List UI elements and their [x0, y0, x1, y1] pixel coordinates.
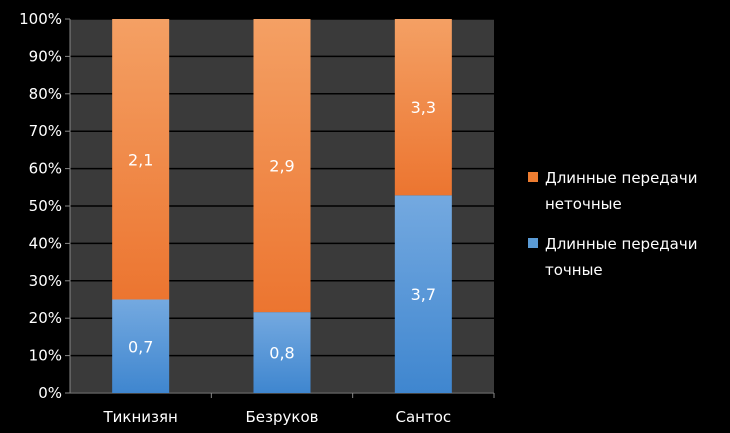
y-tick-label: 100% [19, 10, 62, 28]
x-category-label: Безруков [246, 408, 319, 426]
legend-label: точные [545, 261, 603, 279]
y-tick-label: 50% [29, 197, 62, 215]
y-tick-label: 70% [29, 122, 62, 140]
legend-swatch [528, 238, 538, 248]
y-tick-label: 30% [29, 272, 62, 290]
x-category-label: Сантос [396, 408, 452, 426]
legend-swatch [528, 172, 538, 182]
data-label: 3,7 [411, 285, 436, 304]
x-category-label: Тикнизян [102, 408, 177, 426]
data-label: 0,7 [128, 337, 153, 356]
legend-label: неточные [545, 195, 622, 213]
bar-accurate-2 [253, 312, 311, 393]
y-tick-label: 20% [29, 309, 62, 327]
y-tick-label: 90% [29, 47, 62, 65]
y-tick-label: 40% [29, 234, 62, 252]
data-label: 0,8 [269, 344, 294, 363]
data-label: 2,1 [128, 150, 153, 169]
y-tick-label: 60% [29, 160, 62, 178]
bar-accurate-1 [112, 299, 170, 393]
data-label: 3,3 [411, 98, 436, 117]
y-tick-label: 80% [29, 85, 62, 103]
bar-inaccurate-2 [253, 19, 311, 313]
legend-label: Длинные передачи [545, 169, 697, 187]
bar-inaccurate-3 [394, 19, 452, 196]
legend-label: Длинные передачи [545, 235, 697, 253]
y-tick-label: 10% [29, 347, 62, 365]
bar-accurate-3 [394, 195, 452, 393]
y-tick-label: 0% [38, 384, 62, 402]
data-label: 2,9 [269, 157, 294, 176]
bar-inaccurate-1 [112, 19, 170, 300]
